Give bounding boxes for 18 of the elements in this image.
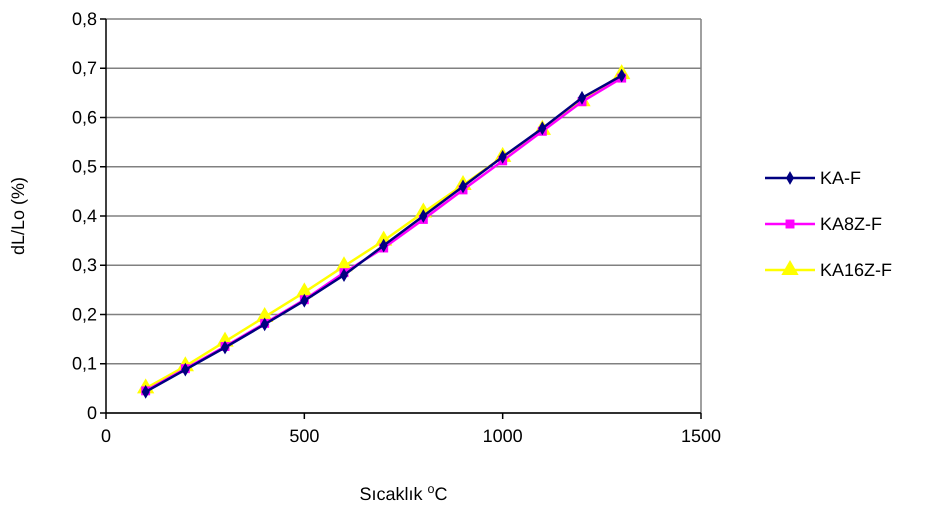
y-tick-label: 0,8: [72, 8, 97, 29]
x-tick-label: 500: [289, 426, 320, 446]
legend-label: KA16Z-F: [820, 260, 892, 280]
legend-label: KA-F: [820, 168, 862, 188]
y-tick-label: 0,6: [72, 107, 97, 128]
legend-label: KA8Z-F: [820, 214, 882, 234]
x-tick-label: 1000: [482, 426, 523, 446]
x-tick-label: 0: [100, 426, 112, 446]
y-tick-label: 0,1: [72, 354, 97, 374]
y-tick-label: 0,3: [72, 255, 97, 276]
y-axis-title: dL/Lo (%): [8, 176, 28, 256]
y-tick-label: 0: [86, 402, 97, 423]
y-tick-label: 0,2: [72, 304, 97, 324]
y-tick-label: 0,7: [72, 58, 97, 78]
y-tick-label: 0,4: [72, 206, 97, 226]
x-axis-title: Sıcaklık $^{o}$C: [359, 482, 448, 504]
y-tick-label: 0,5: [72, 156, 97, 177]
x-tick-label: 1500: [680, 426, 722, 446]
